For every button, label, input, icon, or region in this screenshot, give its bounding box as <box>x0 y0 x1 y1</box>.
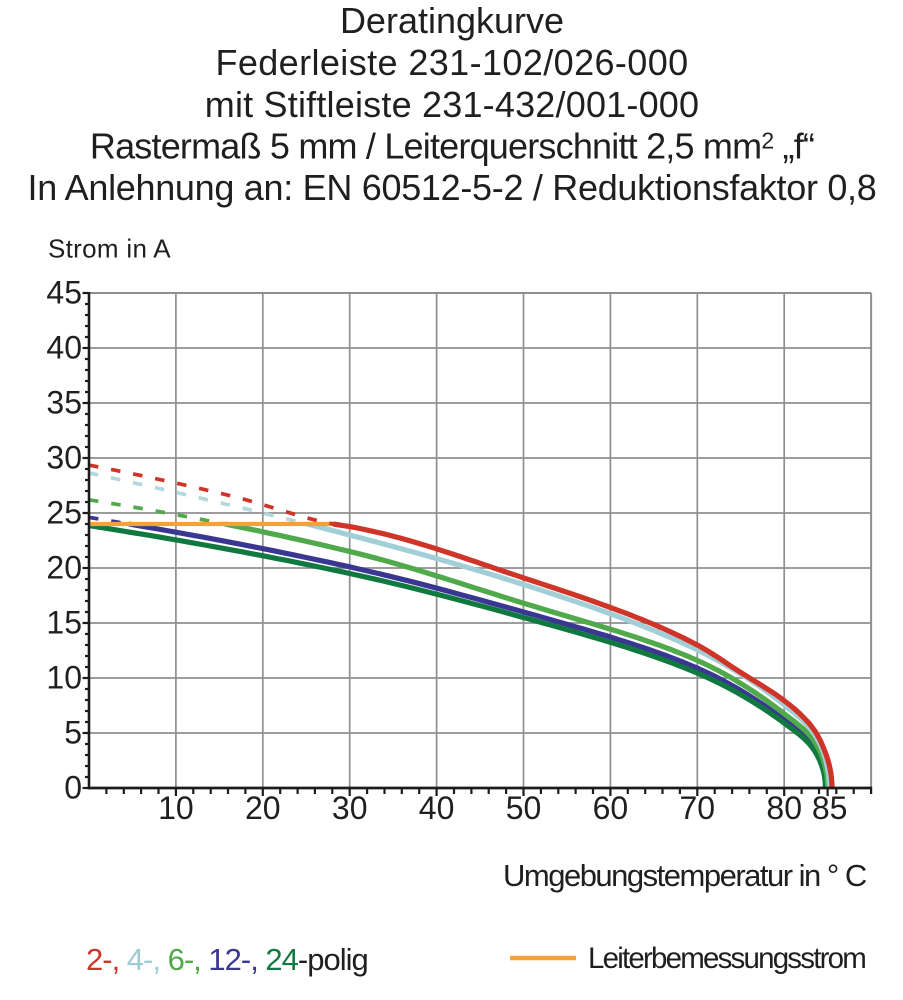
svg-text:40: 40 <box>419 790 455 826</box>
svg-text:2-, 4-, 6-, 12-, 24-polig: 2-, 4-, 6-, 12-, 24-polig <box>86 942 368 977</box>
svg-text:20: 20 <box>245 790 281 826</box>
svg-text:Umgebungstemperatur in ° C: Umgebungstemperatur in ° C <box>503 858 867 893</box>
svg-text:40: 40 <box>46 330 82 366</box>
svg-text:70: 70 <box>680 790 716 826</box>
svg-text:30: 30 <box>332 790 368 826</box>
svg-text:Deratingkurve: Deratingkurve <box>340 0 564 41</box>
svg-text:35: 35 <box>46 385 82 421</box>
svg-text:60: 60 <box>593 790 629 826</box>
svg-text:80: 80 <box>766 790 802 826</box>
svg-text:30: 30 <box>46 440 82 476</box>
svg-text:25: 25 <box>46 495 82 531</box>
svg-text:Rastermaß 5 mm / Leiterquersch: Rastermaß 5 mm / Leiterquerschnitt 2,5 m… <box>90 126 814 167</box>
svg-text:Leiterbemessungsstrom: Leiterbemessungsstrom <box>588 942 865 975</box>
svg-text:45: 45 <box>46 275 82 311</box>
svg-text:10: 10 <box>46 660 82 696</box>
svg-text:5: 5 <box>64 715 82 751</box>
svg-text:Strom in A: Strom in A <box>48 234 171 264</box>
svg-text:Federleiste 231-102/026-000: Federleiste 231-102/026-000 <box>215 42 688 83</box>
svg-text:50: 50 <box>506 790 542 826</box>
svg-text:In Anlehnung an: EN 60512-5-2: In Anlehnung an: EN 60512-5-2 / Reduktio… <box>28 167 877 208</box>
svg-text:mit Stiftleiste 231-432/001-00: mit Stiftleiste 231-432/001-000 <box>205 84 700 125</box>
svg-text:15: 15 <box>46 605 82 641</box>
svg-text:10: 10 <box>158 790 194 826</box>
svg-text:85: 85 <box>812 790 848 826</box>
svg-text:0: 0 <box>64 770 82 806</box>
svg-text:20: 20 <box>46 550 82 586</box>
